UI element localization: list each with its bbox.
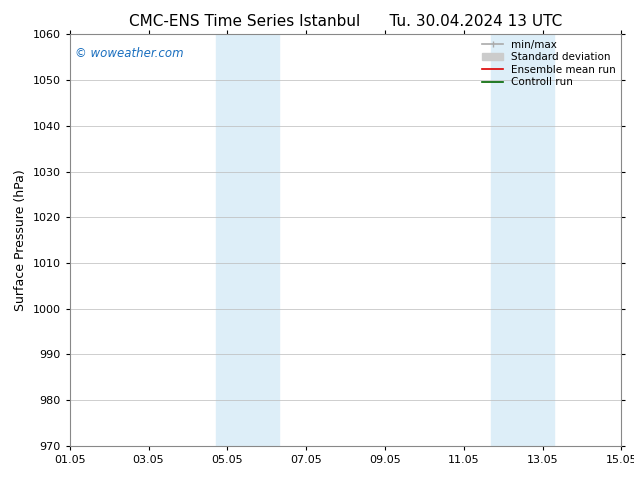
Legend: min/max, Standard deviation, Ensemble mean run, Controll run: min/max, Standard deviation, Ensemble me… xyxy=(479,36,619,91)
Bar xyxy=(491,34,554,446)
Title: CMC-ENS Time Series Istanbul      Tu. 30.04.2024 13 UTC: CMC-ENS Time Series Istanbul Tu. 30.04.2… xyxy=(129,14,562,29)
Y-axis label: Surface Pressure (hPa): Surface Pressure (hPa) xyxy=(14,169,27,311)
Bar xyxy=(216,34,278,446)
Text: © woweather.com: © woweather.com xyxy=(75,47,184,60)
